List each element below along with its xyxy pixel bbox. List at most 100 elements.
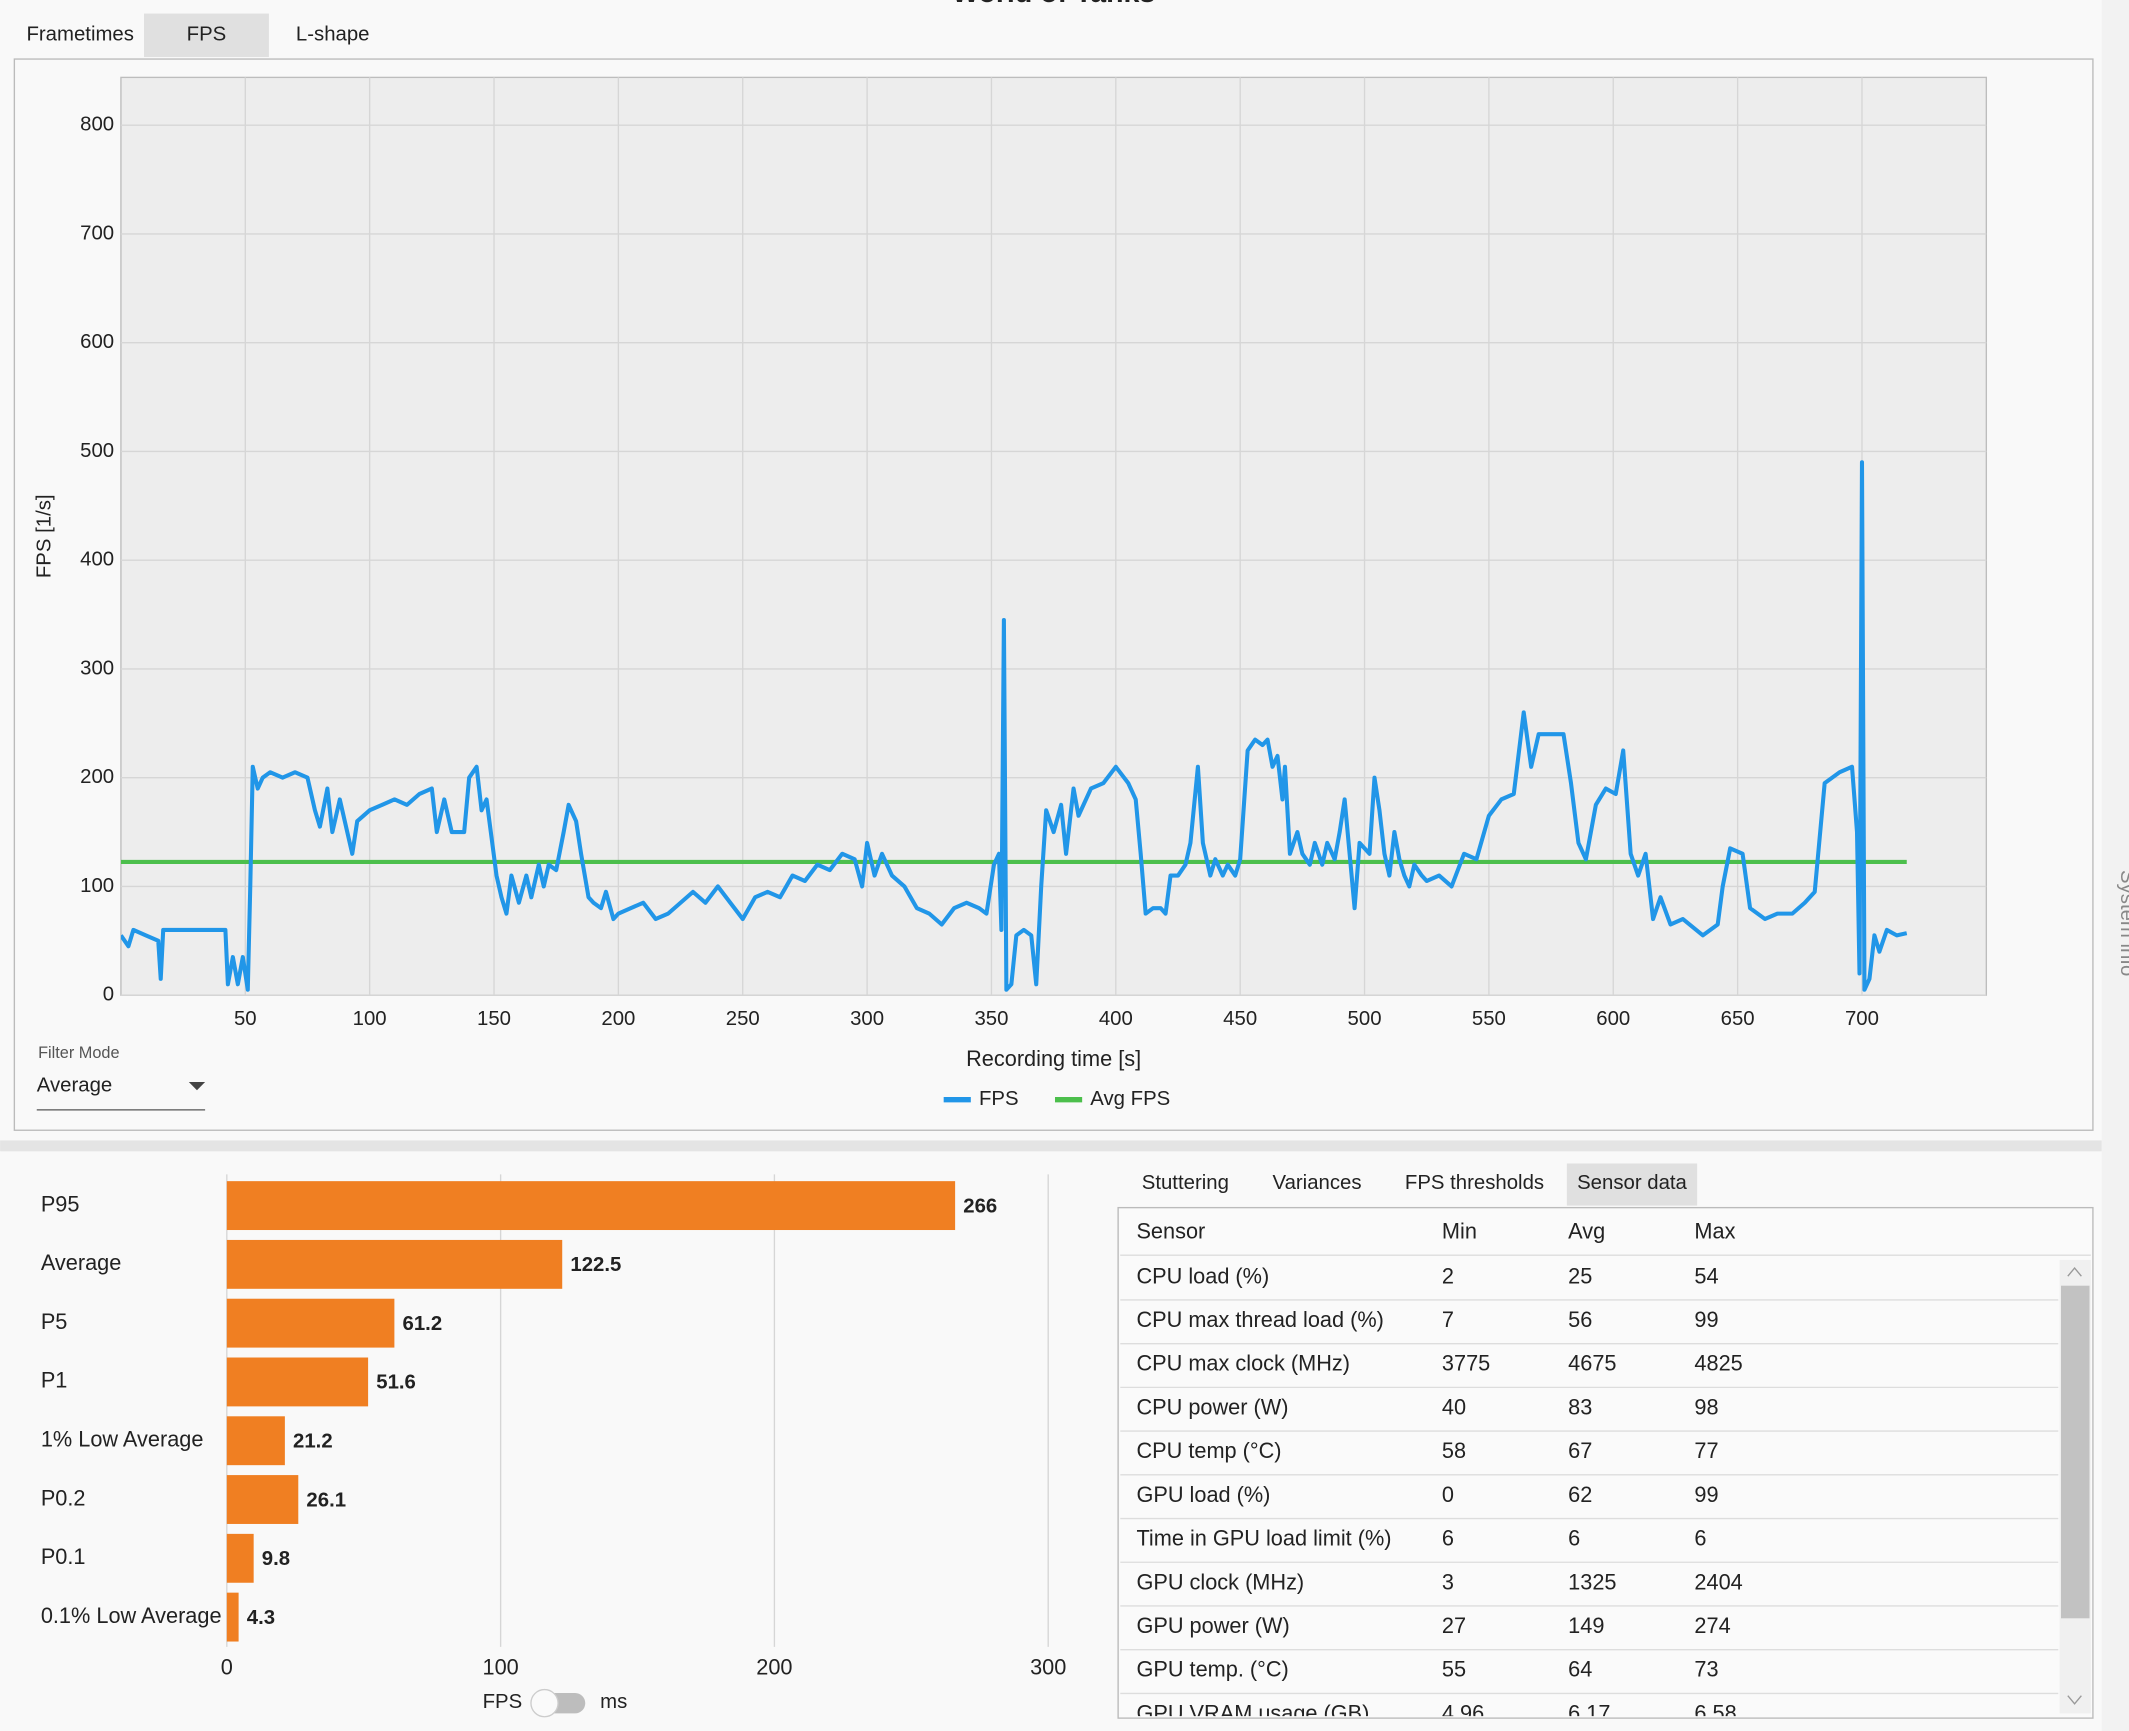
table-header: Min	[1442, 1218, 1477, 1243]
dropdown-arrow[interactable]	[188, 1082, 206, 1091]
filter-dropdown[interactable]: Average	[37, 1074, 112, 1096]
table-cell: 67	[1568, 1438, 1592, 1463]
table-cell: 6	[1694, 1526, 1706, 1551]
y-tick-label: 300	[80, 657, 114, 679]
stats-tab[interactable]: Stuttering	[1142, 1172, 1229, 1194]
x-tick-label: 50	[234, 1008, 257, 1030]
stats-tab[interactable]: FPS thresholds	[1405, 1172, 1544, 1194]
y-tick-label: 0	[103, 984, 114, 1006]
table-cell: CPU power (W)	[1136, 1394, 1288, 1419]
scrollbar-thumb[interactable]	[2061, 1285, 2090, 1619]
category-label: Average	[41, 1250, 122, 1275]
x-tick-label: 150	[477, 1008, 511, 1030]
x-tick-label: 100	[353, 1008, 387, 1030]
table-cell: CPU load (%)	[1136, 1263, 1269, 1288]
table-cell: 83	[1568, 1394, 1592, 1419]
line-series	[120, 460, 1908, 992]
table-cell: 0	[1442, 1482, 1454, 1507]
x-tick-label: 600	[1596, 1008, 1630, 1030]
chart-tab[interactable]: FPS	[187, 24, 227, 46]
x-tick-label: 0	[221, 1654, 233, 1679]
table-cell: 25	[1568, 1263, 1592, 1288]
y-tick-label: 800	[80, 114, 114, 136]
table-cell: 99	[1694, 1482, 1718, 1507]
scroll-up[interactable]	[2067, 1266, 2082, 1277]
table-cell: 2404	[1694, 1569, 1742, 1594]
category-label: 1% Low Average	[41, 1426, 204, 1451]
table-cell: 6	[1568, 1526, 1580, 1551]
scroll-down[interactable]	[2067, 1695, 2082, 1705]
table-cell: 62	[1568, 1482, 1592, 1507]
table-cell: 4.96	[1442, 1700, 1484, 1725]
y-tick-label: 200	[80, 766, 114, 788]
table-cell: 98	[1694, 1394, 1718, 1419]
table-cell: Time in GPU load limit (%)	[1136, 1526, 1391, 1551]
table-header: Max	[1694, 1218, 1735, 1243]
chart-tab[interactable]: Frametimes	[26, 24, 133, 46]
separator	[0, 1140, 2102, 1152]
x-tick-label: 300	[850, 1008, 884, 1030]
category-label: P1	[41, 1368, 68, 1393]
chart-tab[interactable]: L-shape	[296, 24, 370, 46]
table-cell: 6	[1442, 1526, 1454, 1551]
table-cell: 6.17	[1568, 1700, 1610, 1725]
legend-label: Avg FPS	[1090, 1088, 1170, 1110]
y-tick-label: 700	[80, 222, 114, 244]
stats-tab[interactable]: Sensor data	[1577, 1172, 1687, 1194]
table-cell: 54	[1694, 1263, 1718, 1288]
bar-value-label: 26.1	[306, 1489, 346, 1511]
bar-value-label: 21.2	[293, 1430, 333, 1452]
table-cell: GPU temp. (°C)	[1136, 1657, 1288, 1682]
bar-value-label: 4.3	[247, 1607, 275, 1629]
category-label: P0.2	[41, 1485, 86, 1510]
table-header: Avg	[1568, 1218, 1605, 1243]
bar	[226, 1181, 956, 1231]
stats-tab[interactable]: Variances	[1273, 1172, 1362, 1194]
x-tick-label: 350	[974, 1008, 1008, 1030]
table-cell: 55	[1442, 1657, 1466, 1682]
filter-label: Filter Mode	[38, 1044, 119, 1062]
toggle-knob[interactable]	[530, 1688, 559, 1718]
table-cell: 1325	[1568, 1569, 1616, 1594]
bar-value-label: 61.2	[403, 1313, 443, 1335]
y-tick-label: 600	[80, 331, 114, 353]
table-cell: 4675	[1568, 1351, 1616, 1376]
table-cell: 2	[1442, 1263, 1454, 1288]
y-tick-label: 100	[80, 875, 114, 897]
table-cell: 56	[1568, 1307, 1592, 1332]
table-cell: 4825	[1694, 1351, 1742, 1376]
bar	[226, 1298, 395, 1348]
table-cell: 99	[1694, 1307, 1718, 1332]
bar	[226, 1239, 563, 1289]
table-cell: 64	[1568, 1657, 1592, 1682]
category-label: P5	[41, 1309, 68, 1334]
table-cell: 77	[1694, 1438, 1718, 1463]
table-cell: 274	[1694, 1613, 1730, 1638]
table-frame	[1117, 1206, 2094, 1719]
toggle-right[interactable]: ms	[600, 1691, 627, 1713]
plot-area	[120, 76, 1988, 996]
category-label: P95	[41, 1191, 80, 1216]
side-panel-label[interactable]: System info	[2116, 870, 2129, 976]
x-tick-label: 400	[1099, 1008, 1133, 1030]
table-cell: 3	[1442, 1569, 1454, 1594]
x-tick-label: 200	[756, 1654, 792, 1679]
bar-value-label: 266	[963, 1195, 997, 1217]
active-tab-bg	[144, 13, 269, 58]
bar-value-label: 9.8	[262, 1548, 290, 1570]
bar-value-label: 122.5	[570, 1254, 621, 1276]
x-tick-label: 300	[1030, 1654, 1066, 1679]
toggle-left[interactable]: FPS	[483, 1691, 523, 1713]
x-tick-label: 650	[1721, 1008, 1755, 1030]
y-tick-label: 400	[80, 549, 114, 571]
table-cell: 58	[1442, 1438, 1466, 1463]
bar	[226, 1592, 239, 1642]
bar-value-label: 51.6	[376, 1372, 416, 1394]
x-tick-label: 200	[601, 1008, 635, 1030]
x-tick-label: 700	[1845, 1008, 1879, 1030]
bar	[226, 1533, 254, 1583]
table-cell: 7	[1442, 1307, 1454, 1332]
active-tab-bg	[1566, 1163, 1698, 1206]
bar	[226, 1416, 285, 1466]
